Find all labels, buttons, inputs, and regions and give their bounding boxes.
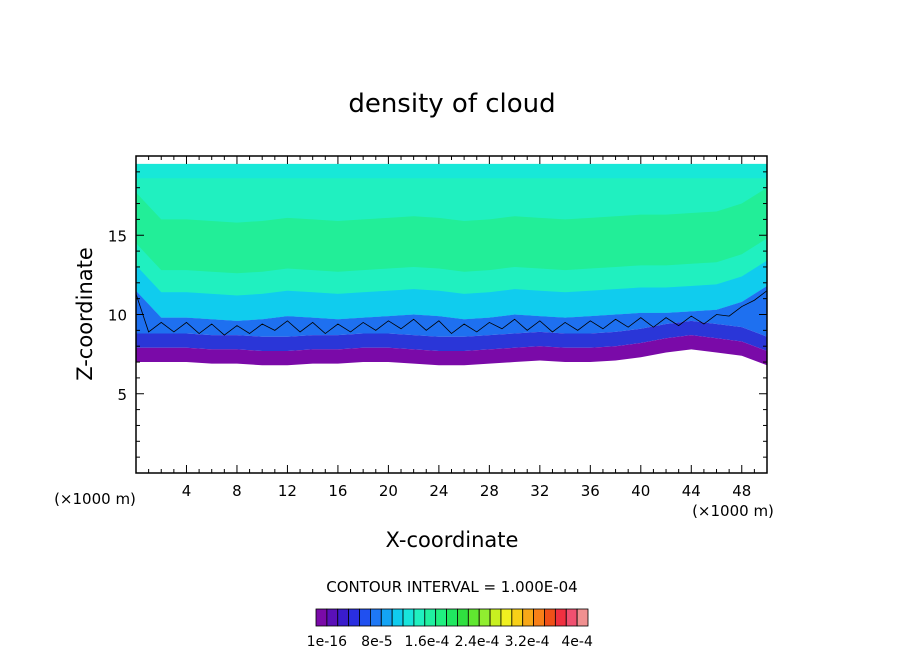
x-units-right: (×1000 m) xyxy=(692,502,774,520)
colorbar-swatch xyxy=(467,608,480,627)
x-tick-label: 36 xyxy=(581,482,600,500)
x-units-left: (×1000 m) xyxy=(54,490,136,508)
colorbar-swatch xyxy=(369,608,382,627)
colorbar-swatch xyxy=(435,608,447,627)
colorbar-label: 3.2e-4 xyxy=(505,634,550,650)
colorbar-label: 4e-4 xyxy=(561,634,593,650)
colorbar-swatch xyxy=(522,608,534,627)
colorbar-swatch xyxy=(391,608,404,627)
y-tick-labels: 5 10 15 xyxy=(108,227,127,404)
colorbar-swatch xyxy=(359,608,371,627)
colorbar-swatch xyxy=(565,608,578,627)
x-tick-label: 4 xyxy=(182,482,192,500)
colorbar-swatch xyxy=(511,608,524,627)
colorbar-swatch xyxy=(544,608,556,627)
x-tick-label: 28 xyxy=(480,482,499,500)
x-tick-label: 32 xyxy=(530,482,549,500)
y-tick-label: 15 xyxy=(108,227,127,245)
colorbar-swatch xyxy=(500,608,513,627)
colorbar-swatch xyxy=(326,608,339,627)
colorbar-swatch xyxy=(446,608,458,627)
colorbar-swatch xyxy=(576,608,589,627)
x-tick-label: 8 xyxy=(232,482,242,500)
colorbar-swatch xyxy=(457,608,469,627)
colorbar-swatch xyxy=(348,608,360,627)
band-core-green xyxy=(136,187,767,274)
x-tick-label: 20 xyxy=(379,482,398,500)
colorbar xyxy=(315,608,589,627)
colorbar-label: 2.4e-4 xyxy=(455,634,500,650)
x-axis-label: X-coordinate xyxy=(386,528,519,552)
x-tick-label: 12 xyxy=(278,482,297,500)
colorbar-swatch xyxy=(489,608,502,627)
colorbar-swatch xyxy=(315,608,328,627)
colorbar-swatch xyxy=(554,608,567,627)
axis-ticks xyxy=(136,156,767,473)
contour-interval-label: CONTOUR INTERVAL = 1.000E-04 xyxy=(326,578,577,596)
colorbar-label: 8e-5 xyxy=(361,634,392,650)
band-dark-blue xyxy=(136,320,767,351)
colorbar-swatch xyxy=(424,608,437,627)
colorbar-swatch xyxy=(380,608,393,627)
x-tick-label: 44 xyxy=(682,482,701,500)
x-tick-label: 48 xyxy=(732,482,751,500)
y-tick-label: 10 xyxy=(108,307,127,325)
y-tick-label: 5 xyxy=(117,386,127,404)
colorbar-swatch xyxy=(337,608,350,627)
y-axis-label: Z-coordinate xyxy=(73,247,97,381)
contour-line xyxy=(135,290,768,336)
colorbar-labels: 1e-16 8e-5 1.6e-4 2.4e-4 3.2e-4 4e-4 xyxy=(307,634,593,650)
x-tick-label: 24 xyxy=(429,482,448,500)
colorbar-label: 1.6e-4 xyxy=(405,634,450,650)
chart-title: density of cloud xyxy=(348,89,555,119)
colorbar-swatch xyxy=(402,608,415,627)
cloud-density-field xyxy=(135,163,768,366)
colorbar-swatch xyxy=(478,608,491,627)
x-tick-label: 40 xyxy=(631,482,650,500)
colorbar-label: 1e-16 xyxy=(307,634,347,650)
colorbar-swatch xyxy=(413,608,426,627)
x-tick-labels: 4 8 12 16 20 24 28 32 36 40 44 48 xyxy=(182,482,752,500)
band-cloud-base xyxy=(136,335,767,366)
x-tick-label: 16 xyxy=(328,482,347,500)
colorbar-swatch xyxy=(533,608,545,627)
band-lower-cyan xyxy=(136,260,767,321)
